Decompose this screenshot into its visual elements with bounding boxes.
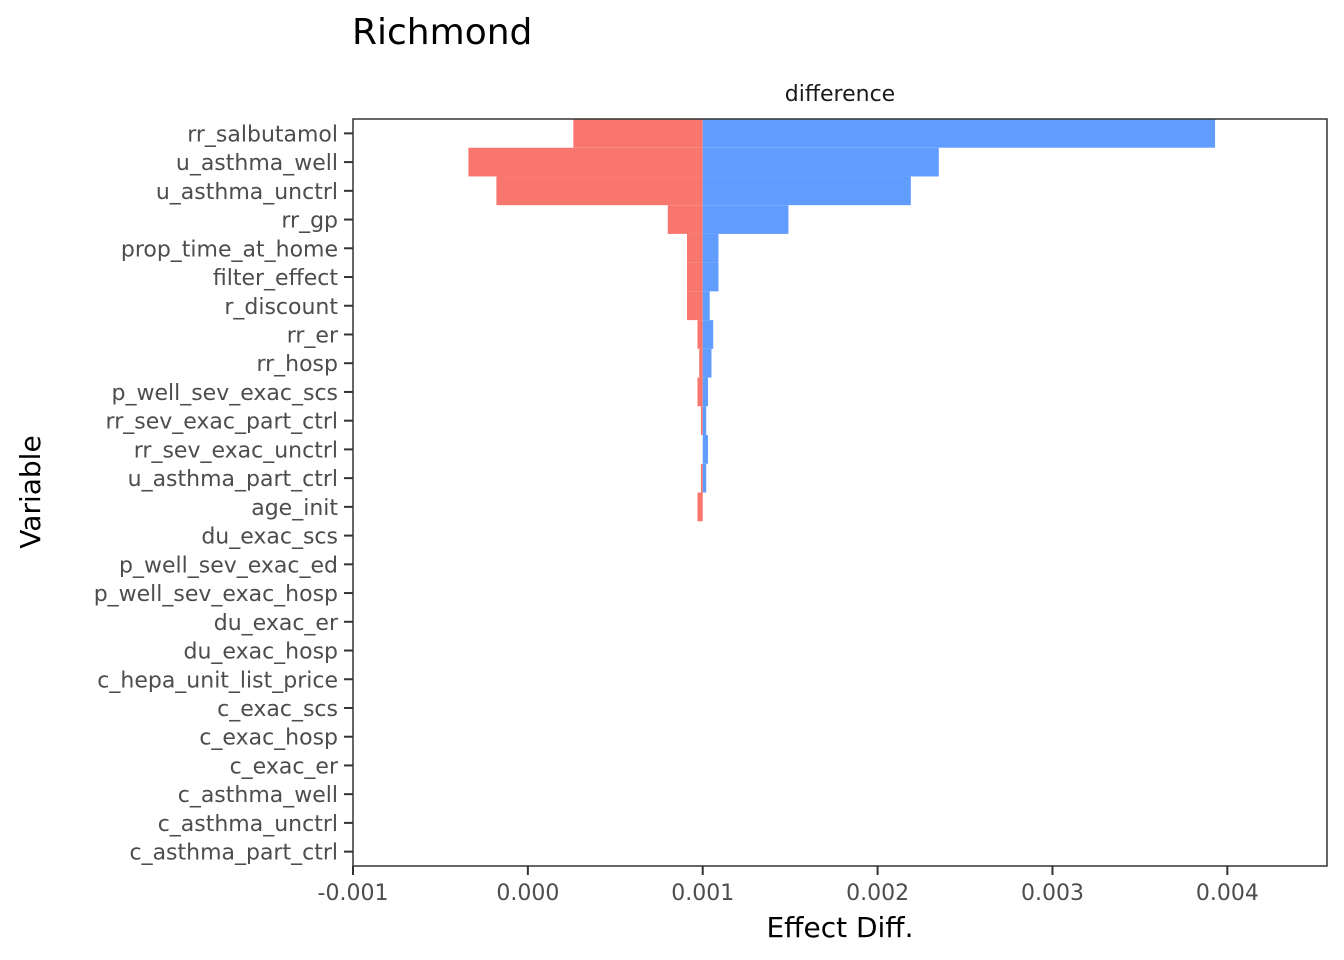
y-tick-label: c_asthma_part_ctrl: [129, 841, 338, 866]
y-tick-label: rr_hosp: [256, 352, 338, 377]
y-tick-label: rr_sev_exac_unctrl: [134, 438, 338, 463]
bar-low-filter_effect: [686, 262, 703, 292]
bar-low-p_well_sev_exac_scs: [697, 377, 703, 407]
bar-high-rr_hosp: [702, 348, 712, 378]
bar-high-r_discount: [702, 291, 710, 321]
y-tick-label: c_exac_hosp: [199, 726, 338, 751]
bar-low-rr_er: [697, 320, 703, 349]
y-tick-label: p_well_sev_exac_scs: [112, 381, 339, 406]
x-tick-label: 0.000: [496, 881, 559, 906]
bar-high-p_well_sev_exac_scs: [702, 377, 708, 407]
y-tick-label: c_exac_scs: [217, 697, 338, 722]
bar-high-u_asthma_part_ctrl: [702, 463, 707, 493]
y-tick-label: rr_er: [287, 323, 339, 348]
y-tick-label: p_well_sev_exac_ed: [119, 553, 338, 578]
y-tick-label: filter_effect: [213, 266, 338, 291]
y-tick-label: u_asthma_well: [176, 151, 338, 176]
x-tick-label: 0.001: [671, 881, 734, 906]
y-tick-label: c_asthma_unctrl: [158, 812, 338, 837]
bar-low-u_asthma_part_ctrl: [700, 463, 703, 493]
y-tick-label: age_init: [251, 496, 338, 521]
y-axis-title: Variable: [14, 435, 47, 548]
bar-high-rr_gp: [702, 205, 789, 234]
y-tick-label: c_asthma_well: [178, 783, 338, 808]
x-tick-label: 0.004: [1196, 881, 1259, 906]
bar-high-rr_salbutamol: [702, 119, 1216, 148]
x-axis: -0.001 0.000 0.001 0.002 0.003 0.004: [318, 866, 1259, 906]
bar-high-prop_time_at_home: [702, 233, 719, 263]
x-axis-title: Effect Diff.: [766, 911, 913, 944]
x-tick-label: -0.001: [318, 881, 389, 906]
bar-low-rr_sev_exac_part_ctrl: [700, 406, 703, 436]
y-tick-label: u_asthma_part_ctrl: [128, 467, 338, 492]
bar-low-rr_salbutamol: [573, 119, 703, 148]
y-tick-label: r_discount: [224, 295, 338, 320]
bar-high-rr_sev_exac_part_ctrl: [702, 406, 707, 436]
bar-high-rr_sev_exac_unctrl: [702, 435, 708, 464]
y-tick-label: p_well_sev_exac_hosp: [94, 582, 338, 607]
x-tick-label: 0.003: [1021, 881, 1084, 906]
y-tick-label: rr_salbutamol: [187, 122, 338, 147]
x-tick-label: 0.002: [846, 881, 909, 906]
facet-strip-label: difference: [785, 82, 895, 107]
y-tick-label: du_exac_scs: [201, 525, 338, 550]
bar-low-rr_hosp: [699, 348, 703, 378]
y-tick-label: c_hepa_unit_list_price: [97, 668, 338, 693]
bar-low-age_init: [697, 492, 703, 522]
y-tick-label: du_exac_hosp: [184, 640, 338, 665]
bars-layer: [468, 119, 1216, 522]
bar-high-rr_er: [702, 320, 714, 349]
bar-low-r_discount: [686, 291, 703, 321]
bar-high-u_asthma_well: [702, 147, 939, 177]
bar-low-u_asthma_unctrl: [496, 176, 703, 206]
y-tick-label: rr_gp: [281, 209, 338, 234]
y-axis: rr_salbutamol u_asthma_well u_asthma_unctr…: [94, 122, 353, 866]
bar-low-u_asthma_well: [468, 147, 703, 177]
chart-title: Richmond: [352, 12, 532, 53]
panel-border: [352, 118, 1328, 867]
y-tick-label: u_asthma_unctrl: [156, 180, 338, 205]
y-tick-label: du_exac_er: [214, 611, 339, 636]
bar-high-filter_effect: [702, 262, 719, 292]
y-tick-label: rr_sev_exac_part_ctrl: [106, 410, 338, 435]
y-tick-label: c_exac_er: [230, 754, 339, 779]
bar-low-rr_gp: [667, 205, 703, 234]
bar-high-u_asthma_unctrl: [702, 176, 911, 206]
y-tick-label: prop_time_at_home: [121, 237, 338, 262]
bar-low-prop_time_at_home: [686, 233, 703, 263]
